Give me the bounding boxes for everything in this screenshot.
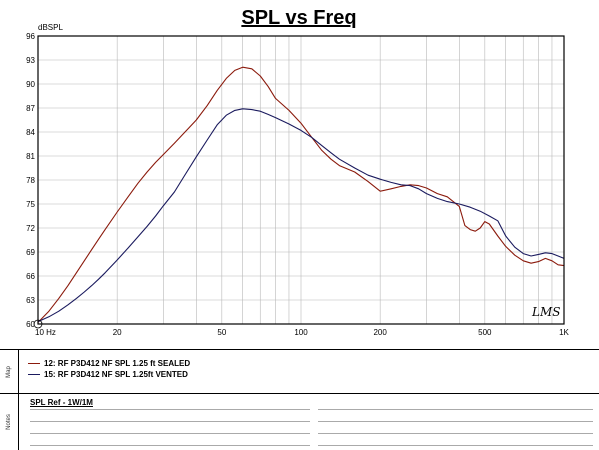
note-line xyxy=(318,409,593,410)
lms-logo: LMS xyxy=(531,305,560,319)
legend-label-vented: 15: RF P3D412 NF SPL 1.25ft VENTED xyxy=(44,370,188,379)
series-line-sealed xyxy=(37,66,565,323)
origin-marker xyxy=(33,319,43,329)
x-tick-label: 50 xyxy=(217,328,226,337)
y-tick-label: 81 xyxy=(26,152,35,161)
y-tick-label: 96 xyxy=(26,32,35,41)
map-panel-side: Map xyxy=(0,350,19,393)
y-axis-label: dBSPL xyxy=(38,23,63,32)
series-lines xyxy=(37,66,565,323)
note-line xyxy=(30,421,310,422)
x-tick-label: 200 xyxy=(373,328,387,337)
series-line-vented xyxy=(37,108,565,323)
notes-panel-side: Notes xyxy=(0,394,19,450)
y-tick-label: 63 xyxy=(26,296,35,305)
note-line xyxy=(30,445,310,446)
y-tick-label: 84 xyxy=(26,128,35,137)
map-side-label: Map xyxy=(6,365,12,378)
notes-title: SPL Ref - 1W/1M xyxy=(30,398,93,407)
spl-chart: SPL vs Freq dBSPL 60 63 66 69 72 75 78 81 84 87 90… xyxy=(26,7,570,337)
x-tick-labels: 10 Hz 20 50 100 200 500 1K xyxy=(35,328,570,337)
y-tick-label: 93 xyxy=(26,56,35,65)
chart-title: SPL vs Freq xyxy=(241,7,356,29)
x-tick-label: 100 xyxy=(294,328,308,337)
note-line xyxy=(30,409,310,410)
note-line xyxy=(318,433,593,434)
y-tick-labels: 60 63 66 69 72 75 78 81 84 87 90 93 96 xyxy=(26,32,35,329)
x-tick-label: 10 Hz xyxy=(35,328,56,337)
y-tick-label: 69 xyxy=(26,248,35,257)
y-tick-label: 75 xyxy=(26,200,35,209)
y-tick-label: 60 xyxy=(26,320,35,329)
x-tick-label: 1K xyxy=(559,328,569,337)
note-line xyxy=(318,421,593,422)
y-tick-label: 66 xyxy=(26,272,35,281)
y-tick-label: 90 xyxy=(26,80,35,89)
notes-side-label: Notes xyxy=(6,414,12,430)
legend-label-sealed: 12: RF P3D412 NF SPL 1.25 ft SEALED xyxy=(44,359,191,368)
legend-swatch-sealed xyxy=(28,363,40,364)
legend-item-sealed: 12: RF P3D412 NF SPL 1.25 ft SEALED xyxy=(28,359,190,368)
y-tick-label: 87 xyxy=(26,104,35,113)
note-line xyxy=(318,445,593,446)
plot-frame xyxy=(37,35,565,325)
x-tick-label: 20 xyxy=(113,328,122,337)
x-tick-label: 500 xyxy=(478,328,492,337)
legend-swatch-vented xyxy=(28,374,40,375)
legend-item-vented: 15: RF P3D412 NF SPL 1.25ft VENTED xyxy=(28,370,188,379)
grid xyxy=(38,36,564,324)
y-tick-label: 78 xyxy=(26,176,35,185)
note-line xyxy=(30,433,310,434)
notes-panel: Notes SPL Ref - 1W/1M xyxy=(0,393,599,450)
map-panel: Map 12: RF P3D412 NF SPL 1.25 ft SEALED … xyxy=(0,349,599,393)
y-tick-label: 72 xyxy=(26,224,35,233)
